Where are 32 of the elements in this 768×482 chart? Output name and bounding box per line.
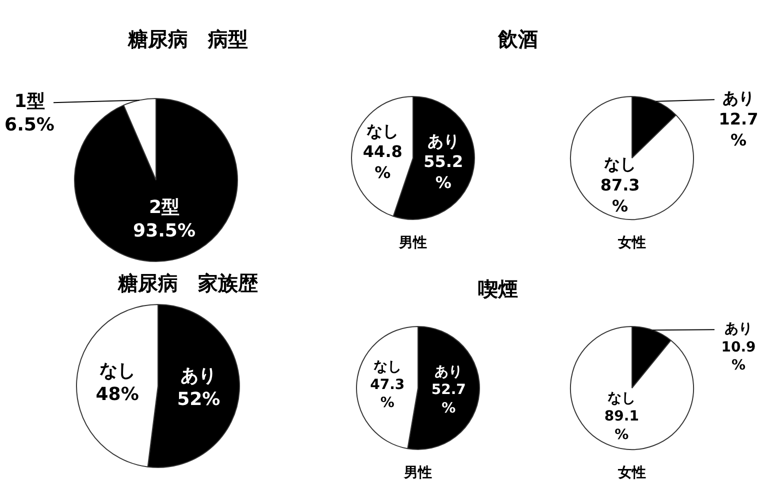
slice-label: あり [427,131,460,150]
data-label: 47.3 % [370,377,405,412]
slice-label: あり [724,321,752,338]
data-label: 10.9 % [721,339,756,374]
data-label: 48% [96,384,139,405]
chart-title: 糖尿病 病型 [126,26,249,53]
slice-label: あり [434,364,463,380]
slice-label: なし [373,358,402,375]
chart-title: 糖尿病 家族歴 [116,270,259,297]
slice-label: なし [604,154,636,174]
text: 男性 [402,464,433,482]
text: 女性 [617,234,647,252]
slice-label: あり [180,366,217,387]
data-label: 12.7 % [718,110,758,150]
slice-label: なし [99,360,136,382]
slice-label: 1型 [14,91,45,112]
text: 女性 [617,464,647,482]
data-label: 89.1 % [604,408,639,443]
data-label: 52.7 % [431,382,466,416]
text: 飲酒 [496,26,539,53]
data-label: 44.8 % [362,142,402,182]
data-label: 52% [177,388,220,410]
slice-label: なし [608,390,636,406]
data-label: 87.3 % [600,175,640,216]
slice-label: あり [722,88,754,108]
chart-title: 喫煙 [477,276,519,303]
data-label: 93.5% [133,220,196,242]
data-label: 55.2 % [424,152,464,192]
slice-label: なし [366,121,399,140]
data-label: 6.5% [4,114,54,136]
slice-label: 2型 [149,196,180,218]
text: 男性 [398,234,428,252]
